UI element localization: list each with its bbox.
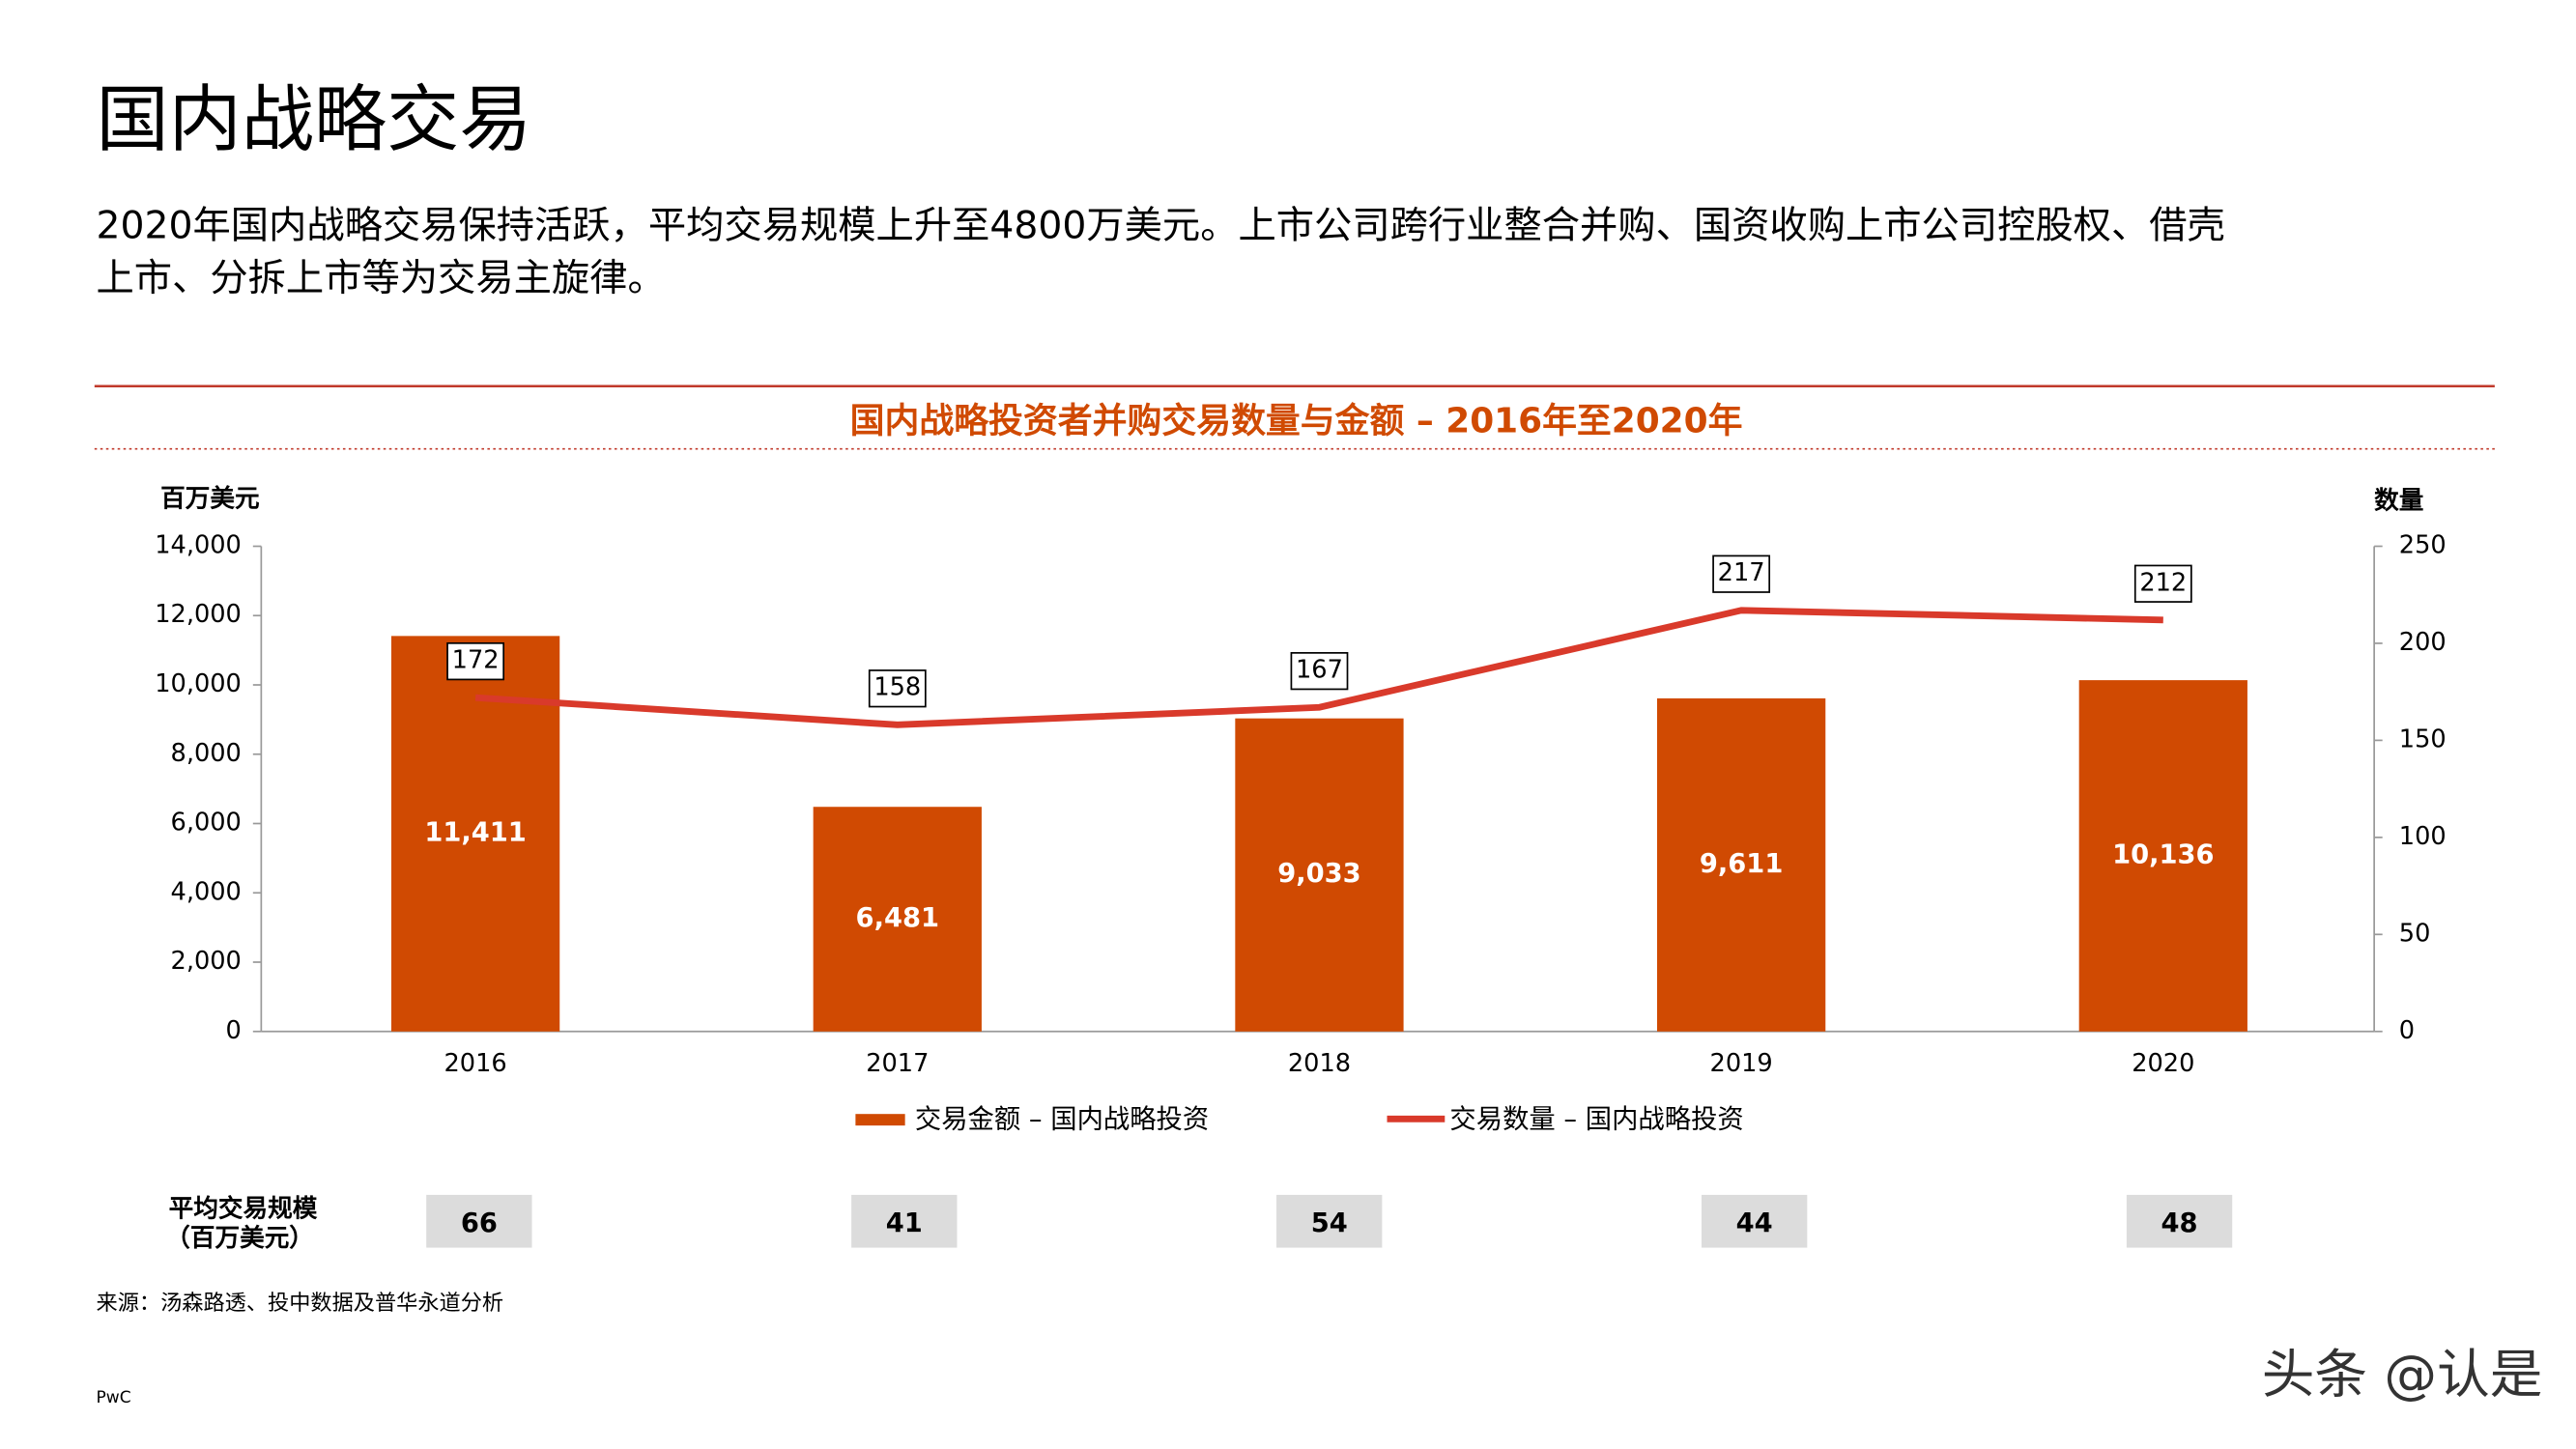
x-tick-label: 2017	[866, 1049, 929, 1078]
avg-size-value: 48	[2161, 1208, 2198, 1238]
line-value-label: 167	[1296, 656, 1343, 685]
y2-tick-label: 50	[2399, 919, 2431, 948]
y-tick-label: 2,000	[171, 947, 242, 976]
line-label-box	[446, 641, 505, 681]
line-value-label: 217	[1718, 558, 1765, 587]
avg-size-label: （百万美元）	[165, 1223, 314, 1253]
page-title: 国内战略交易	[97, 76, 532, 161]
line-value-label: 212	[2139, 568, 2187, 597]
y-tick-label: 0	[226, 1016, 242, 1045]
y2-tick-label: 250	[2399, 530, 2447, 559]
avg-size-value: 54	[1311, 1208, 1348, 1238]
description-line: 上市、分拆上市等为交易主旋律。	[97, 257, 666, 300]
legend-label: 交易数量 – 国内战略投资	[1449, 1105, 1743, 1135]
bar	[813, 807, 982, 1032]
bar-value-label: 6,481	[856, 903, 939, 933]
line-label-box	[1712, 554, 1771, 593]
legend-swatch	[855, 1114, 905, 1126]
y-tick-label: 10,000	[155, 669, 242, 698]
chart-title: 国内战略投资者并购交易数量与金额 – 2016年至2020年	[850, 400, 1743, 440]
x-tick-label: 2019	[1710, 1049, 1773, 1078]
line-label-box	[1290, 652, 1349, 691]
avg-size-box	[851, 1194, 958, 1248]
source: 来源：汤森路透、投中数据及普华永道分析	[97, 1291, 504, 1316]
y2-tick-label: 150	[2399, 724, 2447, 753]
footer: PwC	[97, 1388, 131, 1407]
y2-axis-label: 数量	[2374, 486, 2423, 515]
bar	[2078, 680, 2247, 1032]
line-label-box	[2133, 564, 2192, 603]
y-tick-label: 12,000	[155, 600, 242, 629]
avg-size-box	[1701, 1194, 1808, 1248]
line	[474, 607, 2163, 728]
bar	[1657, 697, 1826, 1032]
avg-size-label: 平均交易规模	[169, 1193, 318, 1223]
watermark: 头条 @认是	[2262, 1344, 2543, 1406]
x-tick-label: 2018	[1288, 1049, 1351, 1078]
y2-tick-label: 200	[2399, 628, 2447, 657]
y2-tick-label: 0	[2399, 1016, 2415, 1045]
bar-value-label: 10,136	[2112, 839, 2214, 869]
bar-value-label: 9,611	[1700, 849, 1783, 879]
x-tick-label: 2016	[444, 1049, 507, 1078]
bar-value-label: 9,033	[1277, 859, 1360, 889]
avg-size-box	[426, 1194, 532, 1248]
bar	[1235, 718, 1404, 1032]
x-tick-label: 2020	[2132, 1049, 2194, 1078]
y-tick-label: 6,000	[171, 809, 242, 838]
avg-size-box	[2126, 1194, 2233, 1248]
line-label-box	[868, 669, 927, 708]
y2-tick-label: 100	[2399, 822, 2447, 851]
bar-value-label: 11,411	[424, 818, 526, 848]
avg-size-value: 41	[886, 1208, 923, 1238]
y-tick-label: 8,000	[171, 739, 242, 768]
avg-size-box	[1276, 1194, 1383, 1248]
description-line: 2020年国内战略交易保持活跃，平均交易规模上升至4800万美元。上市公司跨行业…	[97, 204, 2225, 247]
avg-size-value: 66	[461, 1208, 498, 1238]
y-tick-label: 14,000	[155, 530, 242, 559]
y-axis-label: 百万美元	[160, 484, 259, 514]
line-value-label: 172	[452, 646, 500, 675]
legend-label: 交易金额 – 国内战略投资	[915, 1105, 1209, 1135]
avg-size-value: 44	[1736, 1208, 1773, 1238]
y-tick-label: 4,000	[171, 877, 242, 906]
line-value-label: 158	[873, 673, 921, 702]
